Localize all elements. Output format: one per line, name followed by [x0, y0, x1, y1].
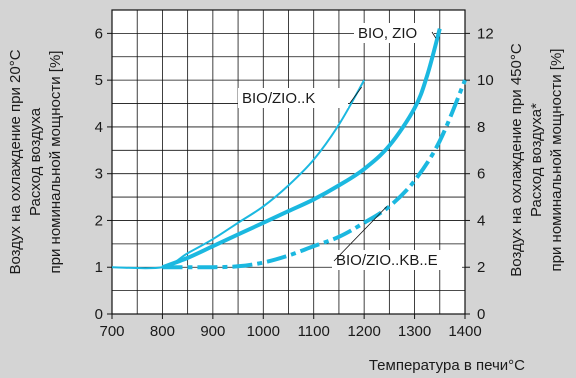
- series-label: BIO, ZIO: [358, 25, 417, 42]
- y-left-tick-label: 1: [95, 259, 103, 276]
- y-left-tick-label: 2: [95, 212, 103, 229]
- y-right-tick-label: 10: [477, 72, 494, 89]
- x-tick-label: 1000: [247, 323, 280, 340]
- series-label: BIO/ZIO..K: [242, 90, 315, 107]
- y-right-tick-label: 6: [477, 166, 485, 183]
- series-group: [111, 28, 467, 270]
- y-left-tick-label: 3: [95, 166, 103, 183]
- x-tick-label: 800: [150, 323, 175, 340]
- x-tick-label: 1300: [398, 323, 431, 340]
- x-tick-label: 700: [99, 323, 124, 340]
- y-left-tick-label: 4: [95, 119, 103, 136]
- x-tick-label: 1200: [347, 323, 380, 340]
- y-right-axis-label: Расход воздуха*: [528, 103, 545, 217]
- series-leader-line: [431, 31, 437, 39]
- axes: [107, 9, 470, 319]
- y-left-tick-label: 0: [95, 306, 103, 323]
- y-left-tick-label: 6: [95, 25, 103, 42]
- series-line-3: [162, 79, 467, 270]
- y-left-tick-label: 5: [95, 72, 103, 89]
- series-line-2: [161, 28, 442, 270]
- labels-group: 700 800 900 1000 1100 1200 1300 140001234560246…: [7, 23, 565, 374]
- y-right-tick-label: 4: [477, 212, 485, 229]
- plot-frame: [111, 9, 466, 315]
- series-label-box: [332, 250, 462, 270]
- x-tick-label: 1400: [448, 323, 481, 340]
- y-left-axis-label: при номинальной мощности [%]: [47, 51, 64, 274]
- series-label: BIO/ZIO..KB..E: [336, 252, 438, 269]
- y-right-tick-label: 2: [477, 259, 485, 276]
- y-right-axis-label: Воздух на охлаждение при 450°C: [508, 43, 525, 277]
- series-label-box: [354, 23, 434, 43]
- y-right-tick-label: 8: [477, 119, 485, 136]
- y-left-axis-label: Расход воздуха: [27, 107, 44, 216]
- series-label-box: [238, 88, 348, 108]
- x-tick-label: 900: [200, 323, 225, 340]
- x-axis-label: Температура в печи°C: [369, 357, 525, 374]
- x-tick-label: 1100: [298, 323, 330, 340]
- y-right-axis-label: при номинальной мощности [%]: [548, 49, 565, 272]
- y-left-axis-label: Воздух на охлаждение при 20°C: [7, 49, 24, 274]
- series-leader-line: [349, 86, 362, 104]
- y-right-tick-label: 0: [477, 306, 485, 323]
- y-right-tick-label: 12: [477, 25, 494, 42]
- series-leader-line: [333, 206, 388, 262]
